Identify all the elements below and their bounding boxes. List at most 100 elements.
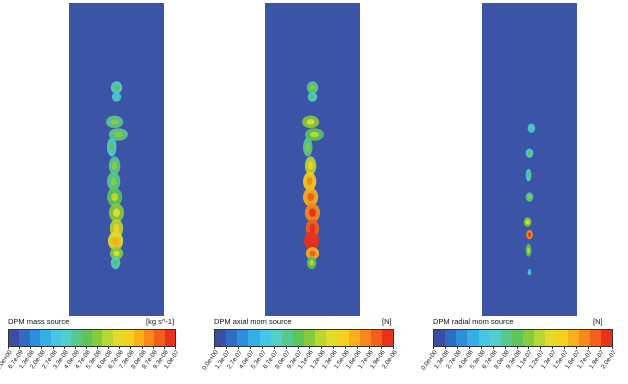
colorbar-segment [81,330,92,346]
colorbar-segment [248,330,260,346]
source-region-core [529,126,534,131]
colorbar-segment [478,330,490,346]
colorbar-unit: [kg s^-1] [146,317,175,326]
source-region-core [109,142,114,152]
colorbar-tick-mark [237,347,239,349]
source-region-core [309,250,316,257]
colorbar-segment [102,330,113,346]
colorbar-tick-mark [600,347,602,349]
colorbar-segment [9,330,20,346]
source-region-core [110,119,119,125]
source-region-core [306,177,313,186]
source-region-core [310,131,319,138]
colorbar-segment [315,330,327,346]
colorbar-tick-mark [297,347,299,349]
colorbar-segment [237,330,249,346]
source-region-core [309,259,314,266]
colorbar-tick-mark [480,347,482,349]
colorbar-tick-mark [214,347,215,349]
colorbar-tick-mark [492,347,494,349]
colorbar [8,329,176,347]
source-region-core [113,250,120,257]
colorbar-segment [589,330,601,346]
colorbar-segment [567,330,579,346]
source-region-core [528,270,531,274]
colorbar-tick-mark [321,347,323,349]
colorbar-tick-mark [381,347,383,349]
source-region-core [305,142,310,152]
colorbar-segment [511,330,523,346]
colorbar-segment [71,330,82,346]
colorbar-segment [304,330,316,346]
colorbar-segment [133,330,144,346]
colorbar-tick-mark [97,347,99,349]
colorbar [433,329,613,347]
colorbar-tick-mark [564,347,566,349]
colorbar-tick-mark [393,347,394,349]
colorbar-tick-mark [468,347,470,349]
colorbar-segment [359,330,371,346]
source-region-core [527,151,532,156]
source-region-core [306,119,315,125]
colorbar-title: DPM radial mom source [433,317,514,326]
colorbar-tick-mark [225,347,227,349]
source-region-core [527,172,530,178]
colorbar-tick-mark [41,347,43,349]
colorbar-tick-mark [30,347,32,349]
colorbar-segment [434,330,446,346]
colorbar-tick-mark [357,347,359,349]
source-region-core [527,247,530,254]
source-region-core [307,192,315,202]
colorbar-tick-mark [175,347,176,349]
colorbar-segment [50,330,61,346]
colorbar-tick-mark [516,347,518,349]
colorbar-tick-mark [444,347,446,349]
colorbar-segment [60,330,72,346]
source-region-core [114,94,119,100]
colorbar-segment [381,330,393,346]
colorbar-tick-mark [588,347,590,349]
colorbar-segment [29,330,41,346]
colorbar-tick-mark [130,347,132,349]
colorbar-tick-mark [85,347,87,349]
source-region-core [308,236,315,246]
colorbar-segment [456,330,468,346]
colorbar-segment [164,330,175,346]
colorbar-segment [281,330,293,346]
source-region-core [308,161,314,170]
colorbar-segment [40,330,51,346]
source-region-core [112,236,119,246]
colorbar-tick-mark [345,347,347,349]
colorbar-tick-mark [612,347,613,349]
colorbar-tick-mark [285,347,287,349]
colorbar-segment [337,330,349,346]
colorbar-tick-mark [8,347,9,349]
colorbar-segment [578,330,590,346]
colorbar-segment [92,330,103,346]
colorbar-segment [534,330,546,346]
colorbar-tick-mark [19,347,21,349]
source-region-core [114,131,123,138]
source-region-core [113,84,120,91]
colorbar-segment [545,330,557,346]
colorbar-segment [154,330,165,346]
contour-plot-radial [482,3,577,316]
colorbar-tick-mark [528,347,530,349]
contour-plot-axial [265,3,360,316]
colorbar-tick-mark [273,347,275,349]
colorbar-segment [143,330,155,346]
colorbar-tick-mark [108,347,110,349]
colorbar-tick-mark [369,347,371,349]
source-region-core [111,192,119,202]
colorbar-tick-mark [119,347,121,349]
source-region-core [309,84,316,91]
colorbar-tick-mark [141,347,143,349]
source-region-core [527,194,532,200]
source-region-core [113,224,120,233]
colorbar-segment [259,330,271,346]
colorbar-segment [292,330,304,346]
colorbar-segment [112,330,124,346]
